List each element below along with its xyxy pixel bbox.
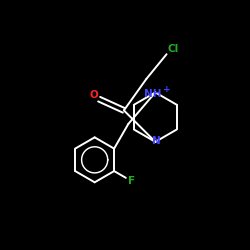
Text: O: O [89,90,98,100]
Text: NH: NH [144,88,162,99]
Text: N: N [152,136,161,146]
Text: F: F [128,176,135,186]
Text: Cl: Cl [168,44,179,54]
Text: +: + [163,84,170,94]
